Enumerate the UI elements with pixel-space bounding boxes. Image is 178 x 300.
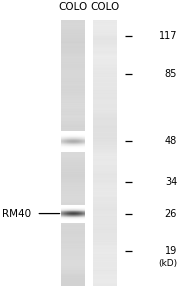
Text: (kD): (kD)	[158, 259, 177, 268]
Text: 34: 34	[165, 177, 177, 187]
Text: COLO: COLO	[59, 2, 88, 13]
Text: RM40: RM40	[2, 208, 31, 219]
Text: 19: 19	[165, 245, 177, 256]
Text: 117: 117	[159, 32, 177, 41]
Text: 48: 48	[165, 136, 177, 146]
Text: 26: 26	[165, 208, 177, 219]
Text: COLO: COLO	[91, 2, 120, 13]
Text: 85: 85	[165, 69, 177, 79]
